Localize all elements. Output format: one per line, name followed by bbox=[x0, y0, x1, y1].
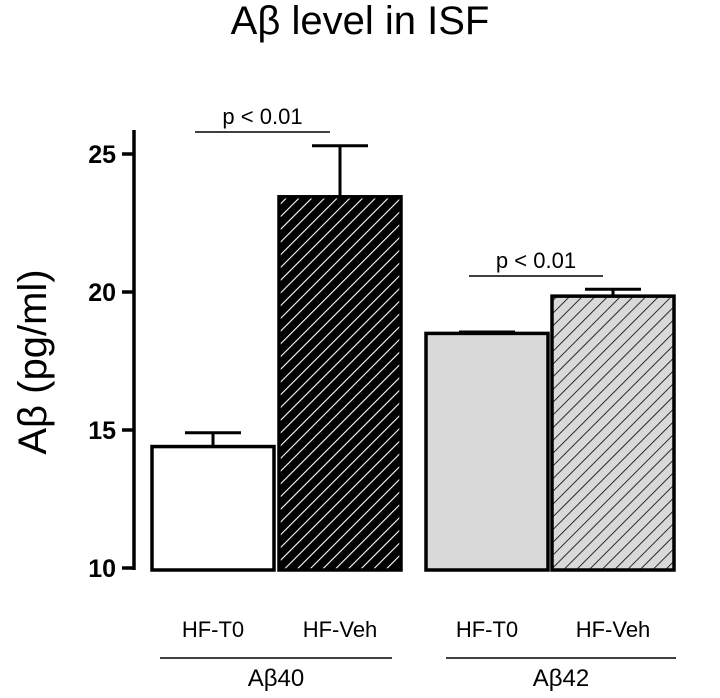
y-axis-label: Aβ (pg/ml) bbox=[11, 269, 55, 454]
group-label: Aβ42 bbox=[533, 665, 590, 692]
bar bbox=[424, 331, 550, 572]
y-tick-label: 20 bbox=[88, 279, 116, 307]
y-tick-label: 25 bbox=[88, 141, 116, 169]
bars bbox=[150, 195, 676, 572]
chart-title: Aβ level in ISF bbox=[231, 0, 490, 43]
group-labels: Aβ40 Aβ42 bbox=[160, 657, 676, 692]
x-tick-label: HF-T0 bbox=[182, 617, 244, 642]
bar bbox=[150, 444, 276, 572]
y-tick-label: 15 bbox=[88, 417, 116, 445]
bar bbox=[277, 195, 403, 572]
x-tick-label: HF-T0 bbox=[456, 617, 518, 642]
y-tick-label: 10 bbox=[88, 555, 116, 583]
error-bars bbox=[185, 144, 641, 447]
x-tick-label: HF-Veh bbox=[303, 617, 378, 642]
x-tick-label: HF-Veh bbox=[576, 617, 651, 642]
bar bbox=[550, 294, 676, 572]
x-labels: HF-T0 HF-Veh HF-T0 HF-Veh bbox=[182, 617, 650, 642]
group-label: Aβ40 bbox=[248, 665, 305, 692]
significance-label: p < 0.01 bbox=[496, 248, 576, 273]
axes: 10 15 20 25 bbox=[88, 130, 136, 583]
significance-label: p < 0.01 bbox=[222, 104, 302, 129]
annotations: p < 0.01 p < 0.01 bbox=[195, 104, 603, 277]
